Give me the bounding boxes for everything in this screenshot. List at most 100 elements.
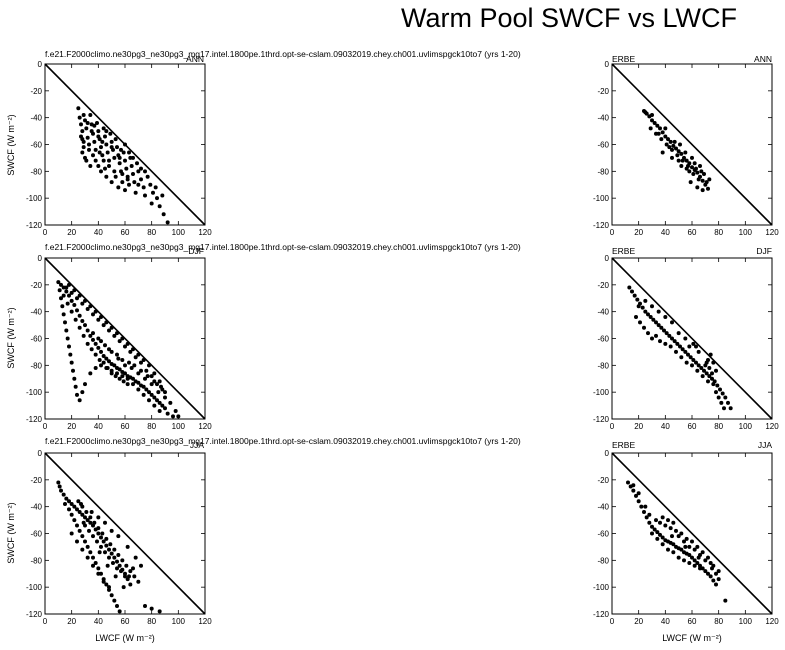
panel-3-data-point [670,320,674,325]
panel-0-data-point [83,118,87,123]
panel-0-data-point [87,142,91,147]
panel-2-data-point [88,371,93,376]
panel-3-data-point [640,305,645,310]
panel-2-data-point [64,285,69,290]
panel-5-data-point [683,544,688,549]
panel-2-data-point [125,382,130,387]
panel-4-data-point [132,574,137,579]
panel-2-data-point [165,411,170,416]
panel-0-data-point [143,169,147,174]
panel-0-data-point [109,139,114,144]
panel-2-data-point [152,395,157,400]
panel-5-data-point [687,544,692,549]
panel-3-data-point [679,355,684,360]
panel-3-data-point [722,406,726,411]
panel-0-data-point [101,158,106,163]
panel-2-data-point [65,336,70,341]
panel-0-data-point [148,182,153,187]
panel-0-ytick-label: -100 [26,194,43,203]
panel-2-data-point [96,345,101,350]
panel-3-data-point [648,315,653,320]
panel-5-data-point [647,520,652,525]
panel-0-data-point [107,158,111,163]
panel-0-data-point [80,150,85,155]
panel-5-data-point [655,536,660,541]
panel-0-data-point [99,169,103,174]
panel-1-data-point [664,142,669,147]
panel-3-data-point [654,320,658,325]
panel-4-data-point [96,531,101,536]
panel-5-data-point [660,535,665,540]
panel-2-data-point [61,312,66,317]
panel-0-data-point [131,172,135,177]
panel-3-data-point [627,285,632,290]
figure-title: Warm Pool SWCF vs LWCF [401,3,737,33]
panel-2-data-point [72,376,77,381]
panel-2-data-point [109,371,114,376]
panel-2-data-point [131,376,135,381]
panel-2-data-point [61,293,66,298]
panel-0-data-point [145,174,150,179]
panel-5-xtick-label: 100 [739,617,753,626]
panel-2-data-point [176,414,181,419]
panel-4-data-point [91,534,95,539]
panel-2-data-point [171,414,175,419]
panel-0-data-point [136,182,141,187]
panel-3-data-point [672,339,677,344]
panel-5-data-point [716,569,721,574]
panel-3-data-point [630,289,634,294]
panel-3-data-point [704,371,709,376]
panel-4-data-point [75,539,79,544]
panel-2-data-point [93,341,98,346]
panel-0-data-point [97,150,102,155]
panel-2-data-point [129,366,134,371]
panel-1-data-point [690,155,694,160]
panel-4-data-point [59,488,63,493]
panel-4-data-point [72,504,77,509]
panel-3-xtick-label: 120 [765,422,779,431]
panel-2-data-point [123,344,127,349]
panel-3-data-point [714,368,718,373]
panel-3-data-point [720,391,725,396]
panel-0-data-point [88,112,93,117]
panel-3-data-point [646,331,650,336]
panel-2-ytick-label: -60 [30,335,42,344]
panel-2-data-point [147,363,151,368]
panel-model-ann: f.e21.F2000climo.ne30pg3_ne30pg3_mg17.in… [6,49,521,237]
panel-0-data-point [165,220,170,225]
panel-2-data-point [103,343,107,348]
panel-1-data-point [676,158,681,163]
panel-4-xtick-label: 100 [172,617,186,626]
panel-5-data-point [644,515,649,520]
panel-0-data-point [77,115,82,120]
panel-3-data-point [699,366,704,371]
panel-2-data-point [69,290,74,295]
panel-0-data-point [92,139,97,144]
panel-4-data-point [109,551,114,556]
panel-0-xtick-label: 40 [94,228,103,237]
panel-4-ytick-label: -20 [30,476,42,485]
panel-1-ytick-label: 0 [605,60,610,69]
panel-2-data-point [59,296,63,301]
panel-1-data-point [691,172,696,177]
panel-2-data-point [72,302,77,307]
panel-1-data-point [652,121,657,126]
panel-4-data-point [77,528,82,533]
panel-4-data-point [93,561,98,566]
panel-5-data-point [636,499,641,504]
panel-4-xtick-label: 60 [121,617,130,626]
panel-2-data-point [120,374,125,379]
panel-2-data-point [89,347,94,352]
panel-2-data-point [93,352,98,357]
panel-2-data-point [159,384,163,389]
panel-2-data-point [141,384,146,389]
panel-1-data-point [700,178,705,183]
panel-3-data-point [711,382,716,387]
panel-1-xtick-label: 120 [765,228,779,237]
panel-2-data-point [163,390,167,395]
panel-3-data-point [710,371,714,376]
panel-5-data-point [700,550,705,555]
panel-4-data-point [83,539,87,544]
panel-4-data-point [85,544,90,549]
panel-4-data-point [85,518,90,523]
